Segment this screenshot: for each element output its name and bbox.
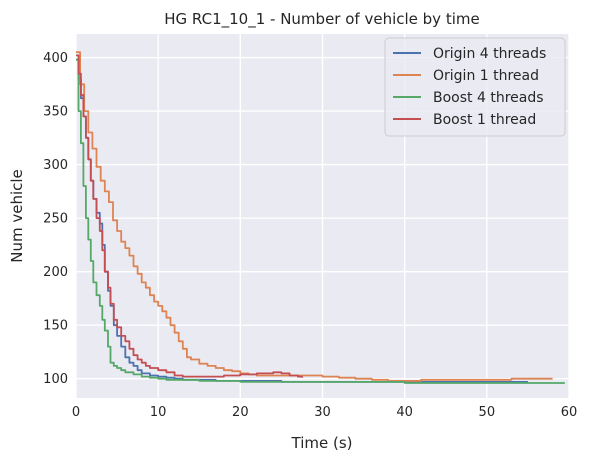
x-tick-label: 50	[479, 405, 496, 420]
series-layer	[76, 51, 565, 384]
y-tick-label: 400	[43, 51, 68, 66]
x-tick-label: 20	[232, 405, 249, 420]
y-tick-label: 100	[43, 372, 68, 387]
y-tick-label: 250	[43, 212, 68, 227]
y-tick-label: 350	[43, 105, 68, 120]
x-tick-label: 30	[314, 405, 331, 420]
y-tick-label: 200	[43, 265, 68, 280]
y-tick-label: 150	[43, 319, 68, 334]
series-line-3	[76, 58, 565, 384]
y-axis-title: Num vehicle	[8, 169, 26, 263]
x-tick-label: 60	[561, 405, 578, 420]
legend-box	[384, 37, 566, 137]
legend: Origin 4 threads Origin 1 thread Boost 4 t…	[384, 37, 566, 137]
y-tick-labels: 100 150 200 250 300 350 400	[43, 51, 68, 387]
legend-label: Origin 4 threads	[433, 46, 546, 62]
chart-title: HG RC1_10_1 - Number of vehicle by time	[164, 10, 479, 29]
x-tick-labels: 0 10 20 30 40 50 60	[72, 405, 577, 420]
legend-label: Boost 1 thread	[433, 112, 536, 128]
x-axis-title: Time (s)	[291, 434, 353, 452]
x-tick-label: 0	[72, 405, 80, 420]
legend-label: Boost 4 threads	[433, 90, 544, 106]
x-tick-label: 40	[396, 405, 413, 420]
series-line-2	[76, 51, 553, 382]
x-tick-label: 10	[150, 405, 167, 420]
y-tick-label: 300	[43, 158, 68, 173]
series-line-4	[76, 54, 303, 378]
legend-label: Origin 1 thread	[433, 68, 539, 84]
